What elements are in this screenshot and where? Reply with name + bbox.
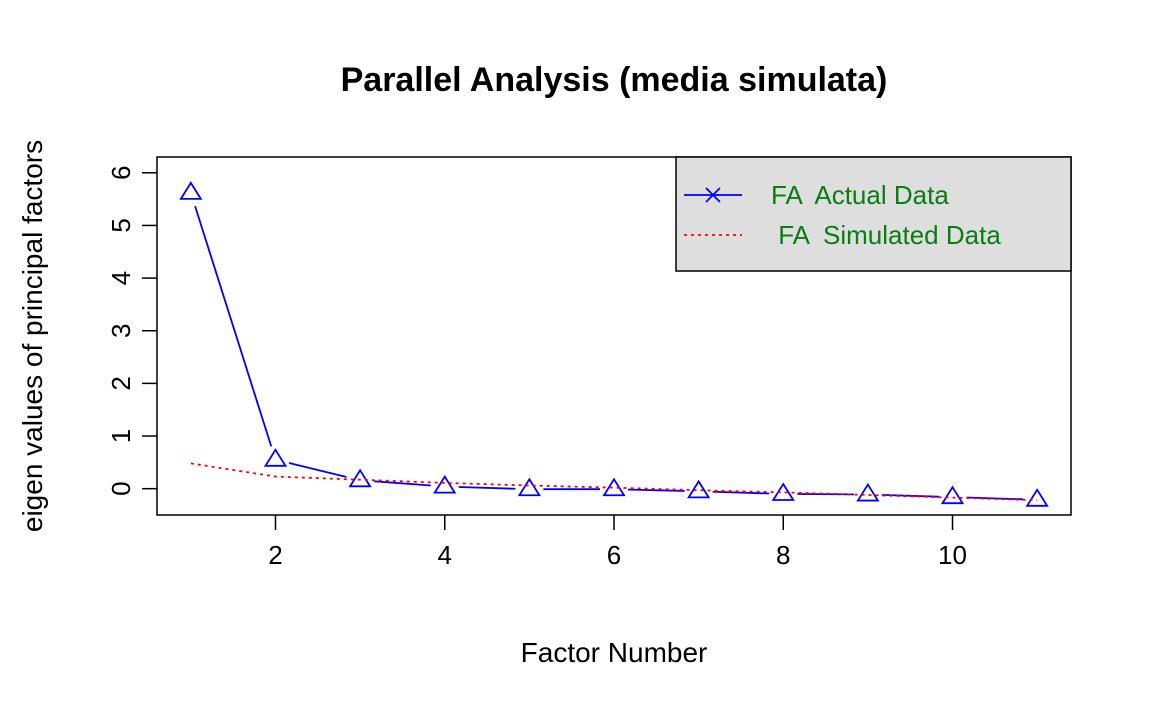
data-point-triangle <box>856 482 880 502</box>
x-tick-label: 8 <box>776 540 790 570</box>
series-line-segment <box>627 488 685 492</box>
series-line <box>190 462 1038 502</box>
series-line-segment <box>458 486 516 490</box>
x-axis-label: Factor Number <box>521 637 708 668</box>
x-tick-label: 4 <box>438 540 452 570</box>
legend-x-marker <box>705 187 721 203</box>
data-point-triangle <box>433 474 457 494</box>
series-line-segment <box>194 205 273 447</box>
data-point-triangle <box>1025 488 1049 507</box>
series-simulated-data <box>190 462 1038 502</box>
data-point-triangle <box>687 479 711 499</box>
series-line-segment <box>288 462 347 478</box>
y-tick-label: 1 <box>106 429 136 443</box>
legend-label: FA Simulated Data <box>771 220 1001 250</box>
x-tick-label: 6 <box>607 540 621 570</box>
x-tick-label: 2 <box>268 540 282 570</box>
data-point-triangle <box>263 448 288 467</box>
y-axis-label: eigen values of principal factors <box>17 140 48 532</box>
data-point-triangle <box>771 482 795 501</box>
legend-box <box>675 156 1072 272</box>
data-point-triangle <box>179 181 203 200</box>
y-tick-label: 5 <box>106 218 136 232</box>
series-layer <box>179 181 1049 507</box>
y-tick-label: 6 <box>106 166 136 180</box>
data-point-triangle <box>940 485 965 505</box>
data-point-triangle <box>348 468 372 488</box>
data-point-triangle <box>517 477 541 497</box>
series-line-segment <box>374 480 431 487</box>
x-tick-label: 10 <box>938 540 967 570</box>
y-axis-ticks: 0 1 2 3 4 5 6 <box>106 166 157 496</box>
x-axis-ticks: 2 4 6 8 10 <box>268 515 967 570</box>
y-tick-label: 4 <box>106 271 136 285</box>
legend: FA Actual Data FA Simulated Data <box>675 156 1072 272</box>
chart-title: Parallel Analysis (media simulata) <box>341 61 888 99</box>
series-line-segment <box>712 490 770 495</box>
y-tick-label: 3 <box>106 324 136 338</box>
legend-label: FA Actual Data <box>771 180 949 210</box>
data-point-triangle <box>602 477 626 497</box>
y-tick-label: 2 <box>106 376 136 390</box>
y-tick-label: 0 <box>106 481 136 495</box>
